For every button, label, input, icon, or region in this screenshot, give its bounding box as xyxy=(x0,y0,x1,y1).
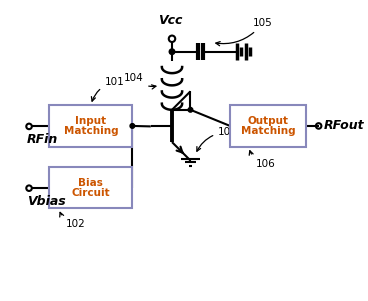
Circle shape xyxy=(188,107,193,112)
Text: Matching: Matching xyxy=(64,126,118,136)
Text: RFin: RFin xyxy=(27,133,59,146)
Text: RFout: RFout xyxy=(324,119,365,132)
Circle shape xyxy=(130,124,135,128)
Text: Output: Output xyxy=(247,116,289,126)
Bar xyxy=(49,167,132,209)
Text: Circuit: Circuit xyxy=(71,188,110,198)
Text: 102: 102 xyxy=(60,213,86,229)
Text: 105: 105 xyxy=(216,18,273,46)
Text: 101: 101 xyxy=(91,77,124,101)
Text: 104: 104 xyxy=(124,73,156,89)
Circle shape xyxy=(169,49,175,54)
Bar xyxy=(49,105,132,147)
Text: Vcc: Vcc xyxy=(158,14,182,27)
Text: Vbias: Vbias xyxy=(27,195,66,208)
Text: 106: 106 xyxy=(249,151,276,169)
Text: Bias: Bias xyxy=(78,178,103,188)
Bar xyxy=(230,105,306,147)
Text: Matching: Matching xyxy=(241,126,295,136)
Text: 103: 103 xyxy=(197,127,238,151)
Text: Input: Input xyxy=(75,116,106,126)
